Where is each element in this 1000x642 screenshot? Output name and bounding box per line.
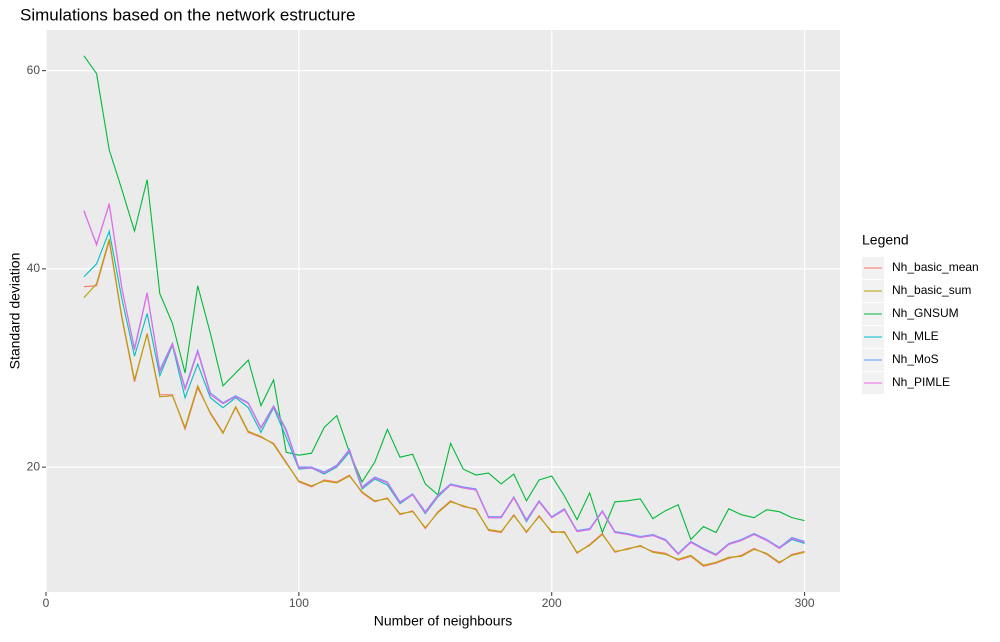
x-tick-label: 0 <box>43 596 50 610</box>
legend-label: Nh_basic_mean <box>892 260 979 274</box>
series-line <box>83 238 805 566</box>
y-tick-label: 60 <box>27 63 41 77</box>
grid <box>45 30 840 592</box>
legend-title: Legend <box>862 232 909 248</box>
x-tick-label: 300 <box>795 596 815 610</box>
series-line <box>83 204 805 555</box>
legend-label: Nh_basic_sum <box>892 283 971 297</box>
y-tick-label: 40 <box>27 261 41 275</box>
series-lines <box>83 55 805 567</box>
legend: Nh_basic_mean Nh_basic_sum Nh_GNSUM Nh_MLE N… <box>862 257 979 394</box>
panel <box>46 30 840 592</box>
x-tick-label: 100 <box>289 596 309 610</box>
legend-label: Nh_MoS <box>892 352 939 366</box>
chart-title: Simulations based on the network estruct… <box>20 5 355 24</box>
series-line <box>83 55 805 541</box>
legend-label: Nh_GNSUM <box>892 306 959 320</box>
legend-label: Nh_PIMLE <box>892 375 950 389</box>
legend-label: Nh_MLE <box>892 329 939 343</box>
series-line <box>83 203 805 556</box>
x-axis-label: Number of neighbours <box>374 613 513 629</box>
y-tick-label: 20 <box>27 459 41 473</box>
y-axis-label: Standard deviation <box>7 253 23 370</box>
x-tick-label: 200 <box>542 596 562 610</box>
